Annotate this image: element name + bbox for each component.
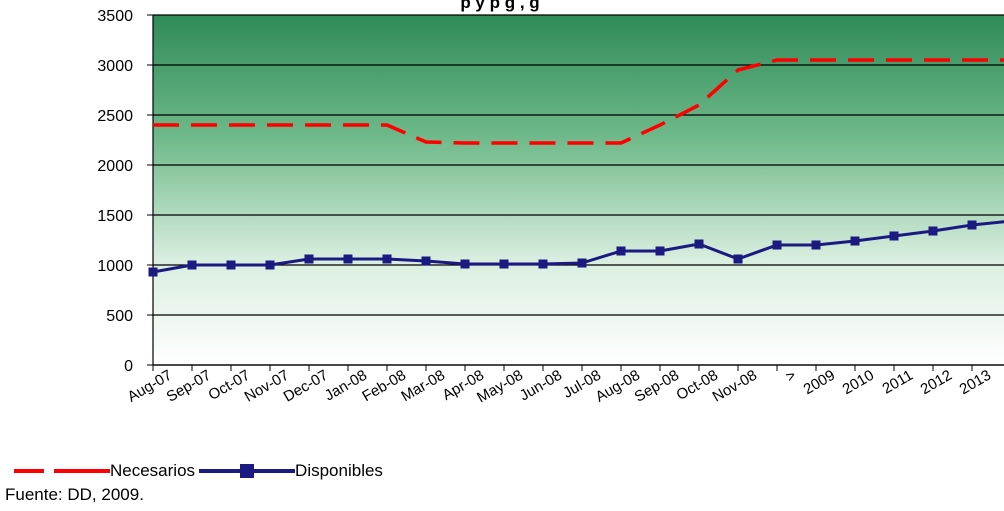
data-point <box>733 254 743 264</box>
y-tick-label-3500: 3500 <box>97 8 133 25</box>
y-tick-label-1000: 1000 <box>97 258 133 275</box>
x-tick-label: 2012 <box>918 367 955 398</box>
x-tick-label: 2010 <box>840 367 877 398</box>
data-point <box>616 246 626 256</box>
x-tick-label: Sep-08 <box>632 367 682 406</box>
legend-label-disponibles: Disponibles <box>295 461 383 480</box>
data-point <box>148 267 158 277</box>
data-point <box>811 240 821 250</box>
x-tick-label: Mar-08 <box>398 367 448 405</box>
legend-swatch-solid-navy <box>199 464 296 478</box>
y-tick-label-0: 0 <box>124 358 133 375</box>
axes <box>152 15 1004 366</box>
series-line-necesarios <box>153 58 1004 145</box>
x-tick-label: May-08 <box>474 367 526 407</box>
x-tick-label: > <box>783 367 799 386</box>
series-necesarios <box>153 58 1004 145</box>
source-note: Fuente: DD, 2009. <box>5 485 144 504</box>
plot-area <box>153 15 1004 365</box>
y-tick-label-2500: 2500 <box>97 108 133 125</box>
x-tick-label: Sep-07 <box>164 367 214 406</box>
x-tick-label: 2013 <box>957 367 994 398</box>
x-tick-label: Feb-08 <box>359 367 409 405</box>
series-disponibles <box>148 220 1004 277</box>
legend: Necesarios Disponibles <box>14 458 387 484</box>
x-tick-label: 2011 <box>880 367 916 398</box>
data-point <box>577 258 587 268</box>
data-point <box>226 260 236 270</box>
x-tick-label: Jan-08 <box>322 367 370 405</box>
data-point <box>538 259 548 269</box>
y-tick-label-1500: 1500 <box>97 208 133 225</box>
x-axis-ticks: Aug-07Sep-07Oct-07Nov-07Dec-07Jan-08Feb-… <box>125 365 994 406</box>
data-point <box>772 240 782 250</box>
data-point <box>655 246 665 256</box>
y-tick-label-500: 500 <box>106 308 133 325</box>
data-point <box>928 226 938 236</box>
data-point <box>187 260 197 270</box>
legend-item-disponibles: Disponibles <box>199 460 383 482</box>
legend-label-necesarios: Necesarios <box>110 461 196 480</box>
chart-title: p y p g , g <box>460 0 539 12</box>
x-tick-label: 2009 <box>801 367 838 398</box>
data-point <box>889 231 899 241</box>
data-point <box>421 256 431 266</box>
x-tick-label: Dec-07 <box>281 367 331 406</box>
legend-swatch-dashed-red <box>14 469 110 473</box>
data-point <box>694 239 704 249</box>
y-tick-label-3000: 3000 <box>97 58 133 75</box>
x-tick-label: Aug-08 <box>593 367 643 406</box>
data-point <box>850 236 860 246</box>
x-tick-label: Nov-07 <box>242 367 292 406</box>
x-tick-label: Nov-08 <box>710 367 760 406</box>
data-point <box>460 259 470 269</box>
y-tick-label-2000: 2000 <box>97 158 133 175</box>
legend-item-necesarios: Necesarios <box>14 460 195 482</box>
data-point <box>382 254 392 264</box>
data-point <box>343 254 353 264</box>
data-point <box>967 220 977 230</box>
x-tick-label: Jun-08 <box>517 367 565 405</box>
data-point <box>265 260 275 270</box>
data-point <box>499 259 509 269</box>
y-axis-ticks: 0 500 1000 1500 2000 2500 3000 3500 <box>97 8 153 375</box>
data-point <box>304 254 314 264</box>
